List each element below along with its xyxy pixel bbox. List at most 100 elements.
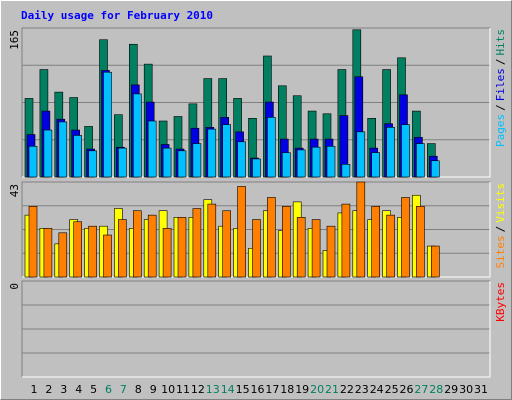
legend-entry: KBytes [494,282,507,322]
x-tick-label: 20 [310,383,324,396]
legend-entry: Sites [494,235,507,268]
bar [177,217,187,278]
legend-entry: Visits [494,183,507,223]
bar [430,245,440,278]
x-tick-label: 1 [31,383,38,396]
bar [416,143,425,178]
bar [326,145,336,178]
bar [43,129,53,178]
bar [296,217,306,278]
legend-separator: / [494,226,507,233]
x-tick-label: 23 [355,383,369,396]
bar [371,206,381,278]
x-tick-label: 16 [251,383,265,396]
x-tick-label: 13 [206,383,220,396]
x-tick-label: 7 [120,383,127,396]
bar [192,208,202,278]
bar [88,225,97,278]
x-tick-label: 28 [429,383,443,396]
bar [326,225,336,278]
x-tick-label: 10 [161,383,175,396]
bar [356,131,366,178]
bar [207,128,217,178]
y-tick-label: 43 [8,184,21,197]
x-tick-label: 9 [150,383,157,396]
x-tick-label: 26 [400,383,414,396]
bar [207,203,217,278]
x-tick-label: 11 [176,383,190,396]
x-tick-label: 12 [191,383,205,396]
x-tick-label: 14 [221,383,235,396]
legend: KBytes [494,282,507,322]
bar [88,150,97,178]
bar [222,124,231,178]
bar [401,197,410,278]
bar [237,186,246,278]
bar [267,117,276,178]
x-tick-label: 29 [444,383,458,396]
bar [356,181,366,278]
bar [73,135,82,178]
y-tick-label: 0 [8,283,21,290]
bar [430,160,440,178]
legend-separator: / [494,104,507,111]
bar [162,228,172,278]
bar [296,149,306,178]
x-tick-label: 2 [45,383,52,396]
bar [103,71,112,178]
x-tick-label: 6 [105,383,112,396]
bar [311,219,321,278]
bar [267,197,276,278]
bar [416,206,425,278]
bar [28,145,38,178]
bar [252,158,261,178]
bar [237,141,246,178]
x-tick-label: 17 [265,383,279,396]
bar [281,206,291,278]
bar [103,234,112,278]
bar [58,121,68,178]
bar [341,203,351,278]
x-tick-label: 27 [414,383,428,396]
bar [252,219,261,278]
legend: Pages / Files / Hits [494,29,507,147]
bar [73,221,82,278]
x-tick-label: 5 [90,383,97,396]
bar [311,146,321,178]
bar [386,214,395,278]
x-tick-label: 15 [236,383,250,396]
bar [281,152,291,178]
bar [147,214,157,278]
bar [386,127,395,178]
bar [118,147,127,178]
x-tick-label: 31 [474,383,488,396]
bar [371,152,381,178]
bar [147,120,157,178]
x-tick-label: 30 [459,383,473,396]
legend-separator: / [494,59,507,66]
x-tick-label: 3 [60,383,67,396]
bar [222,210,231,278]
bar [162,147,172,178]
legend: Sites / Visits [494,183,507,269]
x-tick-label: 22 [340,383,354,396]
panel-edge [22,281,491,378]
bar [133,93,142,178]
y-tick-label: 165 [8,30,21,50]
x-tick-label: 19 [295,383,309,396]
x-tick-label: 25 [385,383,399,396]
bar [118,219,127,278]
x-tick-label: 24 [370,383,384,396]
legend-entry: Hits [494,29,507,56]
bar [192,143,202,178]
x-tick-label: 18 [280,383,294,396]
x-tick-label: 8 [135,383,142,396]
bar [177,150,187,178]
x-tick-label: 21 [325,383,339,396]
legend-entry: Files [494,68,507,101]
legend-entry: Pages [494,114,507,147]
bar [43,228,53,278]
x-tick-label: 4 [75,383,82,396]
